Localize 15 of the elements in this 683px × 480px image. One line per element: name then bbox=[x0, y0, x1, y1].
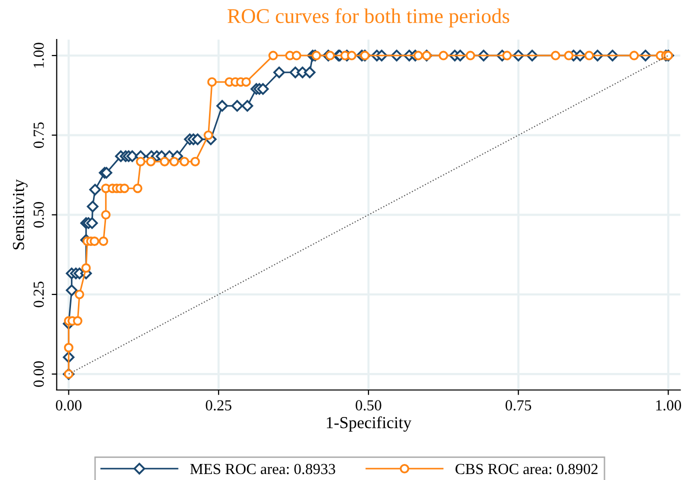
y-axis-title: Sensitivity bbox=[12, 179, 28, 250]
y-tick-label: 0.50 bbox=[34, 202, 44, 228]
x-tick-label: 0.50 bbox=[356, 400, 382, 411]
chart-title: ROC curves for both time periods bbox=[228, 8, 510, 28]
x-tick-label: 1.00 bbox=[656, 400, 682, 411]
legend-label: MES ROC area: 0.8933 bbox=[190, 464, 336, 474]
x-tick-label: 0.00 bbox=[56, 400, 82, 411]
legend-label: CBS ROC area: 0.8902 bbox=[456, 464, 598, 474]
x-tick-label: 0.75 bbox=[506, 400, 532, 411]
y-tick-label: 0.75 bbox=[34, 122, 44, 148]
x-axis-title: 1-Specificity bbox=[326, 416, 412, 432]
y-tick-label: 0.25 bbox=[34, 282, 44, 308]
x-tick-label: 0.25 bbox=[206, 400, 232, 411]
y-tick-label: 1.00 bbox=[34, 42, 44, 68]
y-tick-label: 0.00 bbox=[34, 361, 44, 387]
